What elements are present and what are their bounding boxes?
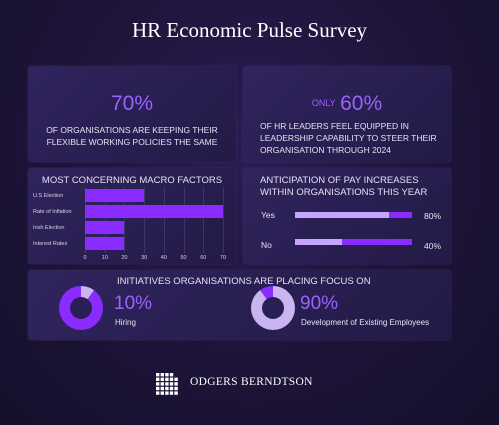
hiring-value: 10% — [114, 293, 153, 314]
grid-logo-icon — [156, 373, 180, 397]
page-title: HR Economic Pulse Survey — [131, 18, 368, 42]
macro-gridline — [183, 187, 185, 253]
leaders-value-line: ONLY 60% — [243, 92, 451, 116]
macro-bar — [85, 189, 145, 202]
macro-bar — [85, 221, 125, 234]
macro-category-label: U.S Election — [33, 193, 64, 199]
pay-row-yes-bar — [295, 212, 412, 218]
pay-title: ANTICIPATION OF PAY INCREASES WITHIN ORG… — [260, 175, 428, 198]
flexible-text: OF ORGANISATIONS ARE KEEPING THEIR FLEXI… — [46, 125, 218, 147]
flexible-working-card: 70% OF ORGANISATIONS ARE KEEPING THEIR F… — [28, 66, 236, 162]
pay-row-no-pct: 40% — [424, 241, 442, 251]
leadership-card: ONLY 60% OF HR LEADERS FEEL EQUIPPED IN … — [243, 66, 451, 162]
pay-row-no-fill — [295, 239, 342, 245]
macro-gridline — [85, 187, 86, 253]
leaders-prefix: ONLY — [311, 98, 336, 108]
macro-category-label: Irish Election — [33, 225, 65, 231]
pay-row-yes-label: Yes — [261, 210, 275, 220]
company-logo-text: ODGERS BERNDTSON — [190, 376, 313, 388]
leaders-value: 60% — [340, 92, 383, 115]
macro-gridline — [104, 187, 106, 253]
development-label: Development of Existing Employees — [301, 318, 430, 327]
macro-category-label: Interest Rates — [33, 241, 68, 247]
macro-bar — [85, 205, 223, 218]
flexible-value: 70% — [110, 92, 154, 115]
pay-increase-card: ANTICIPATION OF PAY INCREASES WITHIN ORG… — [243, 168, 451, 264]
initiatives-title: INITIATIVES ORGANISATIONS ARE PLACING FO… — [117, 276, 371, 287]
macro-bar — [85, 237, 125, 250]
pay-row-no-label: No — [261, 240, 272, 250]
initiatives-card: INITIATIVES ORGANISATIONS ARE PLACING FO… — [28, 270, 451, 340]
macro-factors-card: MOST CONCERNING MACRO FACTORS 0 10 20 30 40 5… — [28, 168, 236, 264]
macro-gridline — [144, 187, 146, 253]
macro-gridline — [163, 187, 165, 253]
macro-x-tick: 40 — [160, 255, 167, 261]
macro-bar-chart: 0 10 20 30 40 50 60 70 U.S Election Rate of Infla… — [28, 168, 236, 264]
hiring-label: Hiring — [115, 318, 136, 327]
leaders-text: OF HR LEADERS FEEL EQUIPPED IN LEADERSHI… — [260, 121, 437, 155]
development-donut-hole — [262, 297, 284, 319]
macro-x-tick: 60 — [200, 255, 207, 261]
macro-x-tick: 10 — [101, 255, 108, 261]
macro-x-tick: 20 — [121, 255, 128, 261]
development-donut — [251, 286, 295, 330]
hiring-donut — [59, 286, 103, 330]
macro-gridline — [203, 187, 205, 253]
pay-row-yes-fill — [295, 212, 389, 218]
macro-x-tick: 70 — [219, 255, 227, 261]
macro-gridline — [124, 187, 126, 253]
macro-category-label: Rate of Inflation — [33, 209, 72, 215]
macro-x-tick: 30 — [141, 255, 148, 261]
macro-gridline — [223, 187, 224, 253]
macro-x-tick: 0 — [83, 255, 87, 261]
hiring-donut-hole — [70, 297, 92, 319]
macro-title: MOST CONCERNING MACRO FACTORS — [41, 175, 223, 186]
pay-row-no-bar — [295, 239, 412, 245]
development-value: 90% — [300, 293, 339, 314]
macro-x-tick: 50 — [180, 255, 187, 261]
pay-row-yes-pct: 80% — [424, 211, 442, 221]
